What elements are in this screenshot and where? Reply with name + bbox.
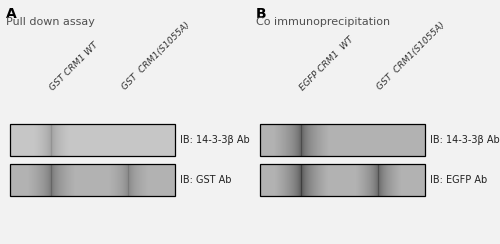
Bar	[260, 164, 425, 196]
Text: GST  CRM1(S1055A): GST CRM1(S1055A)	[375, 21, 446, 92]
Text: Pull down assay: Pull down assay	[6, 17, 95, 27]
Bar	[10, 124, 175, 156]
Text: A: A	[6, 7, 17, 21]
Bar	[260, 124, 425, 156]
Text: IB: EGFP Ab: IB: EGFP Ab	[430, 175, 487, 185]
Bar	[10, 164, 175, 196]
Text: IB: 14-3-3β Ab: IB: 14-3-3β Ab	[430, 135, 500, 145]
Text: B: B	[256, 7, 266, 21]
Text: IB: 14-3-3β Ab: IB: 14-3-3β Ab	[180, 135, 250, 145]
Text: Co immunoprecipitation: Co immunoprecipitation	[256, 17, 390, 27]
Text: GST CRM1 WT: GST CRM1 WT	[48, 40, 100, 92]
Text: IB: GST Ab: IB: GST Ab	[180, 175, 232, 185]
Text: EGFP CRM1  WT: EGFP CRM1 WT	[298, 35, 356, 92]
Text: GST  CRM1(S1055A): GST CRM1(S1055A)	[120, 21, 192, 92]
